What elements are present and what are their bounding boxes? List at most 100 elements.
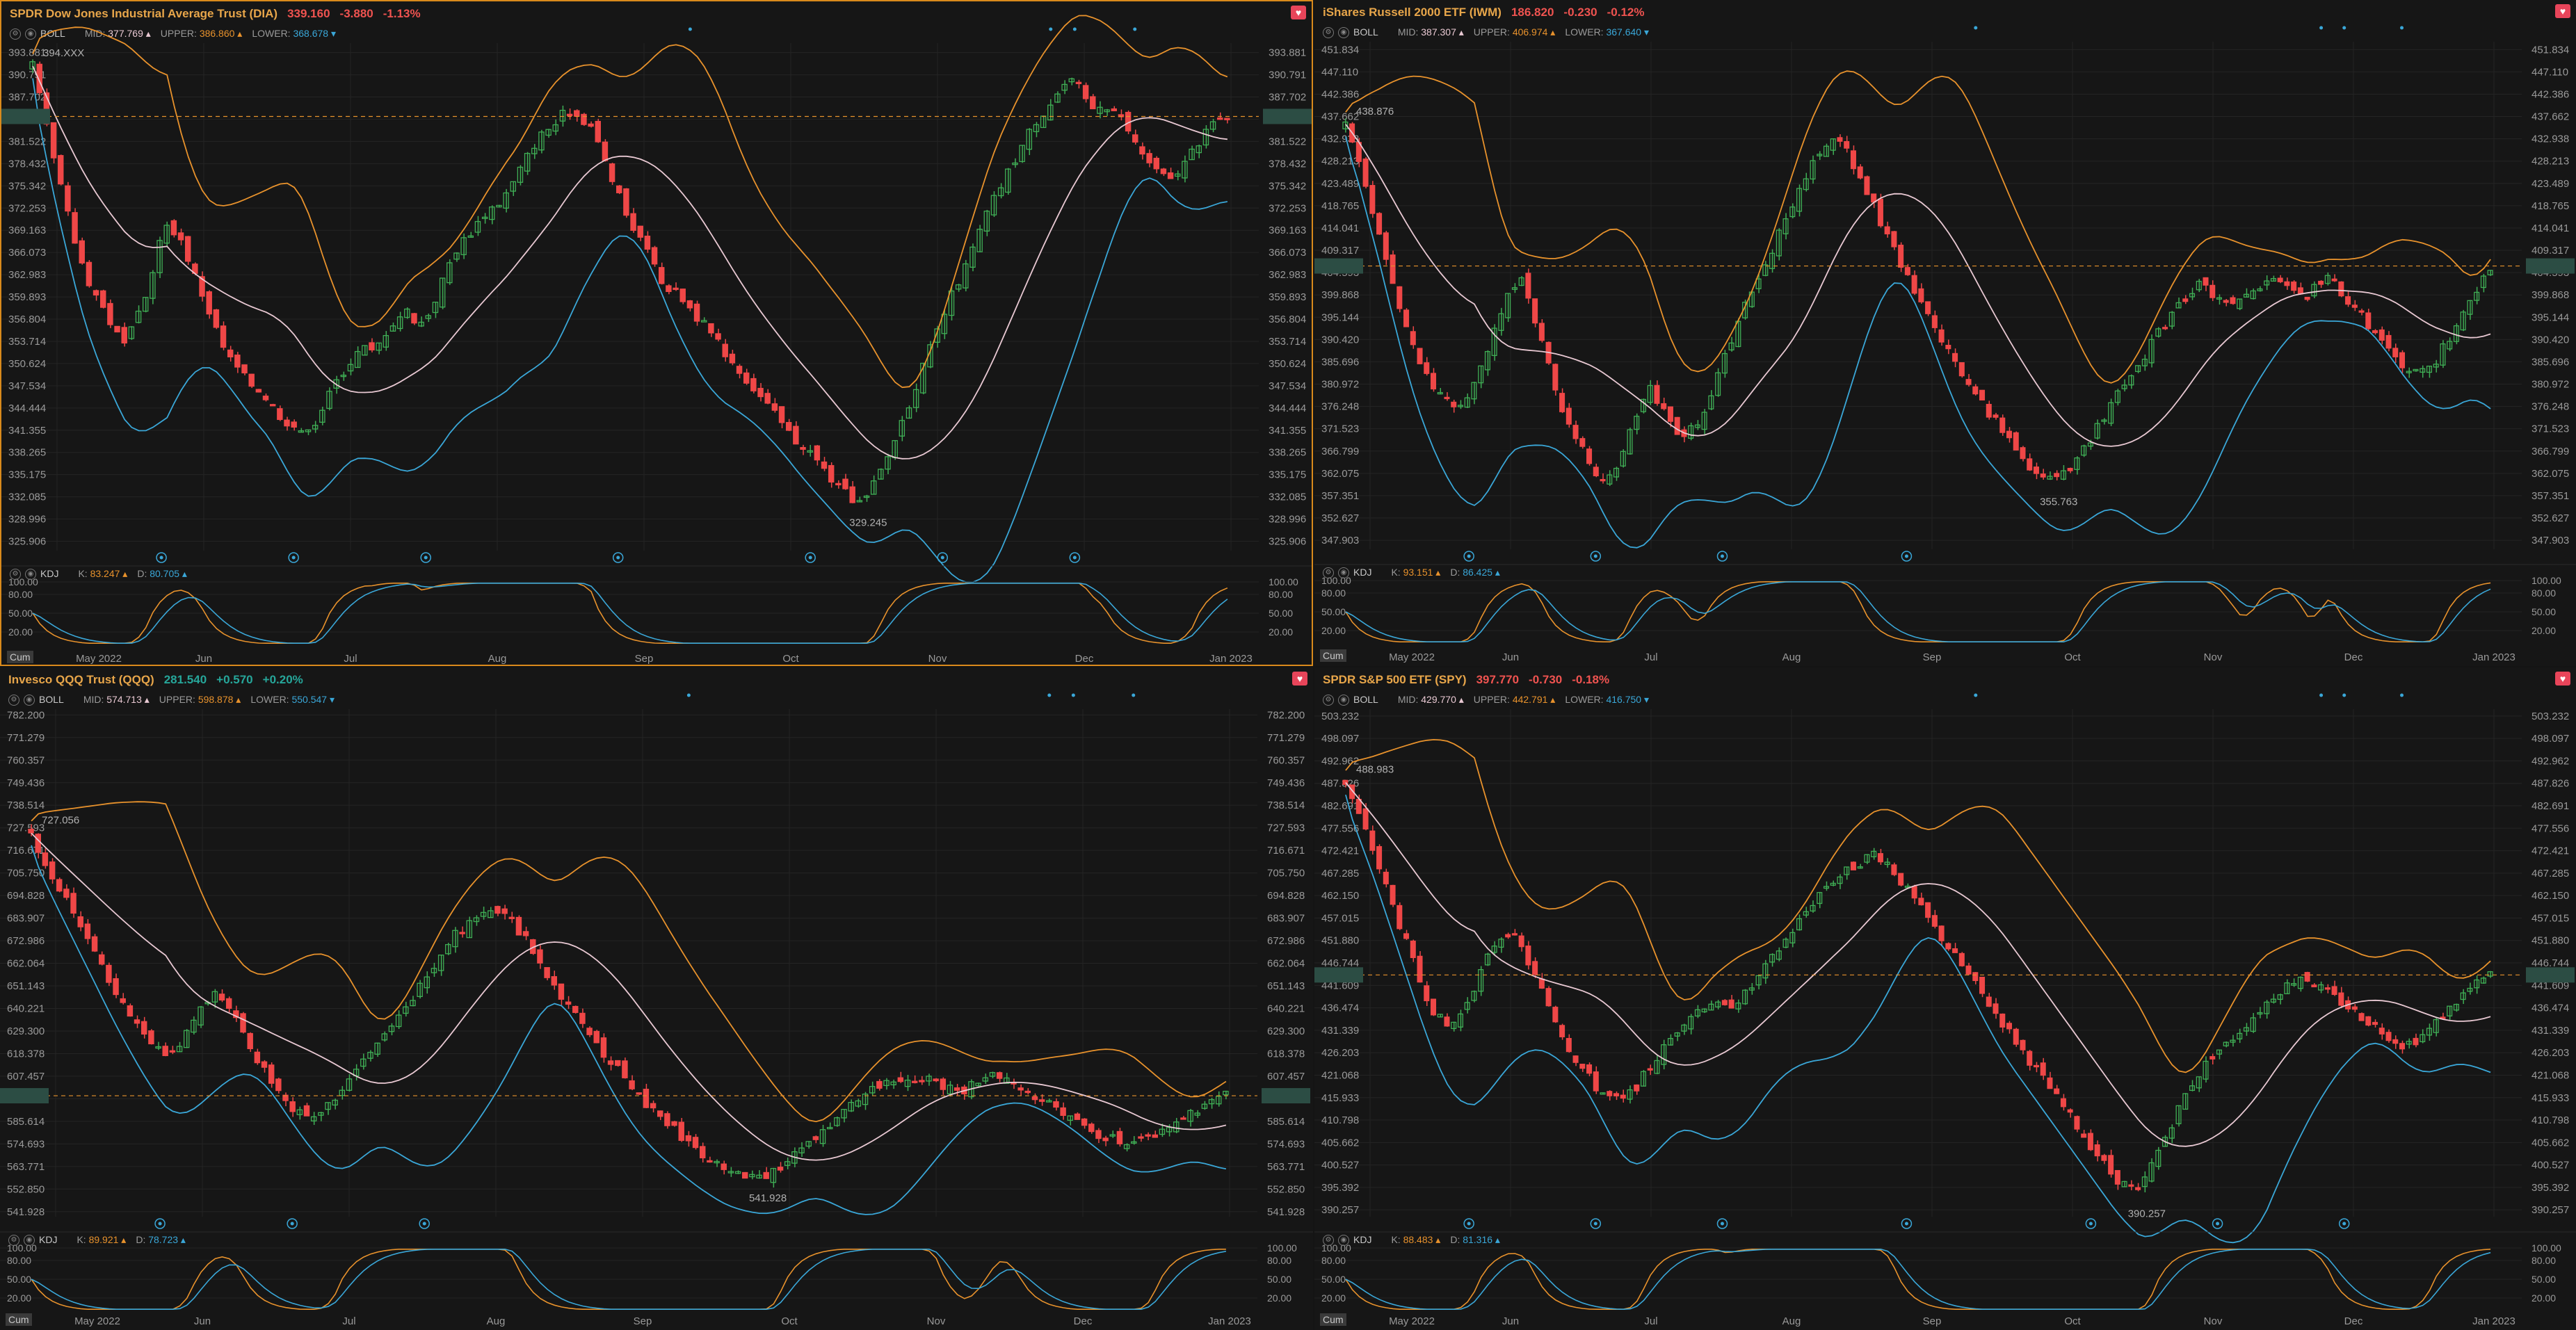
favorite-heart-icon[interactable]: ♥ (2555, 4, 2570, 18)
cum-toggle[interactable] (7, 651, 33, 663)
candle-body (1674, 416, 1680, 435)
candle-body (1999, 1013, 2006, 1028)
candle-body (339, 1089, 346, 1096)
settings-gear-icon[interactable]: ⚙ (1323, 1235, 1334, 1247)
cum-label: Cum (1323, 650, 1344, 661)
kdj-indicator-row[interactable]: ⚙ ◉ KDJ K: 89.921 ▴ D: 78.723 ▴ (8, 1234, 186, 1247)
event-marker-icon[interactable] (1716, 1218, 1728, 1229)
visibility-eye-icon[interactable]: ◉ (1338, 1235, 1349, 1247)
kdj-label: KDJ (39, 1234, 58, 1245)
cum-toggle[interactable] (6, 1313, 32, 1326)
y-tick-left: 618.378 (7, 1048, 45, 1060)
event-marker-icon[interactable] (1901, 551, 1913, 562)
candle-body (1478, 968, 1484, 992)
event-marker-icon[interactable] (2338, 1218, 2350, 1229)
chart-panel-qqq[interactable]: Invesco QQQ Trust (QQQ) 281.540 +0.570 +0.2… (0, 667, 1313, 1330)
candle-body (1938, 329, 1945, 343)
kdj-indicator-row[interactable]: ⚙ ◉ KDJ K: 93.151 ▴ D: 86.425 ▴ (1323, 567, 1500, 579)
event-marker-icon[interactable] (419, 1218, 430, 1229)
y-tick-right: 344.444 (1269, 403, 1306, 414)
event-marker-icon[interactable] (1590, 551, 1602, 562)
event-marker-icon[interactable] (288, 552, 299, 563)
candle-body (1837, 137, 1843, 142)
kdj-tick-left: 50.00 (7, 1274, 31, 1285)
settings-gear-icon[interactable]: ⚙ (1323, 567, 1334, 579)
y-tick-left: 409.317 (1321, 245, 1359, 257)
y-tick-right: 381.522 (1269, 136, 1306, 147)
event-marker-icon[interactable] (1590, 1218, 1602, 1229)
settings-gear-icon[interactable]: ⚙ (1323, 27, 1334, 39)
event-marker-icon[interactable] (1716, 551, 1728, 562)
settings-gear-icon[interactable]: ⚙ (10, 569, 21, 581)
candle-body (150, 272, 156, 299)
boll-indicator-row[interactable]: ⚙ ◉ BOLL MID: 387.307 ▴ UPPER: 406.974 ▴ LOWE… (1323, 26, 1649, 39)
price-chart-svg[interactable]: 451.834 451.834 447.110 447.110 442.386 442.3… (1314, 0, 2576, 666)
event-marker-icon[interactable] (1069, 552, 1081, 563)
x-month-label: Jun (194, 1315, 211, 1327)
price-change: +0.570 (216, 673, 253, 686)
settings-gear-icon[interactable]: ⚙ (10, 29, 21, 40)
candle-body (1538, 323, 1545, 341)
favorite-heart-icon[interactable]: ♥ (1291, 6, 1306, 19)
chart-panel-spy[interactable]: SPDR S&P 500 ETF (SPY) 397.770 -0.730 -0.18… (1314, 667, 2576, 1330)
candle-body (2155, 1149, 2162, 1167)
candle-body (473, 917, 480, 923)
event-marker-icon[interactable] (1463, 551, 1474, 562)
event-marker-icon[interactable] (1463, 1218, 1474, 1229)
event-marker-icon[interactable] (156, 552, 167, 563)
candle-body (828, 464, 835, 482)
y-tick-right: 359.893 (1269, 291, 1306, 303)
y-tick-left: 640.221 (7, 1003, 45, 1015)
boll-indicator-row[interactable]: ⚙ ◉ BOLL MID: 429.770 ▴ UPPER: 442.791 ▴ LOWE… (1323, 694, 1649, 706)
kdj-d-key: D: (1450, 1234, 1460, 1245)
event-marker-icon[interactable] (1901, 1218, 1913, 1229)
cum-toggle[interactable] (1320, 1313, 1346, 1326)
candle-body (291, 421, 297, 428)
settings-gear-icon[interactable]: ⚙ (1323, 695, 1334, 706)
visibility-eye-icon[interactable]: ◉ (24, 695, 35, 706)
settings-gear-icon[interactable]: ⚙ (8, 695, 19, 706)
settings-gear-icon[interactable]: ⚙ (8, 1235, 19, 1247)
event-marker-icon[interactable] (612, 552, 624, 563)
candle-body (2128, 1184, 2134, 1187)
event-marker-icon[interactable] (2085, 1218, 2097, 1229)
candle-body (2426, 365, 2432, 373)
price-chart-svg[interactable]: 503.232 503.232 498.097 498.097 492.962 492.9… (1314, 667, 2576, 1330)
visibility-eye-icon[interactable]: ◉ (25, 29, 36, 40)
candle-body (170, 220, 177, 236)
visibility-eye-icon[interactable]: ◉ (25, 569, 36, 581)
symbol-name: Invesco QQQ Trust (QQQ) (8, 673, 154, 686)
visibility-eye-icon[interactable]: ◉ (1338, 695, 1349, 706)
visibility-eye-icon[interactable]: ◉ (1338, 567, 1349, 579)
kdj-tick-right: 80.00 (2531, 587, 2556, 599)
kdj-label: KDJ (1353, 567, 1372, 578)
favorite-heart-icon[interactable]: ♥ (1292, 672, 1307, 686)
kdj-indicator-row[interactable]: ⚙ ◉ KDJ K: 88.483 ▴ D: 81.316 ▴ (1323, 1234, 1500, 1247)
price-chart-svg[interactable]: 782.200 782.200 771.279 771.279 760.357 760.3… (0, 667, 1313, 1330)
boll-upper-key: UPPER: (1473, 26, 1510, 38)
candle-body (446, 262, 453, 284)
y-tick-left: 771.279 (7, 732, 45, 744)
event-marker-icon[interactable] (154, 1218, 166, 1229)
cum-toggle[interactable] (1320, 649, 1346, 662)
candle-body (1457, 405, 1463, 407)
event-marker-icon[interactable] (420, 552, 431, 563)
candle-body (2284, 281, 2290, 286)
chart-panel-dia[interactable]: SPDR Dow Jones Industrial Average Trust … (0, 0, 1313, 666)
candle-body (445, 943, 451, 955)
candle-body (1216, 1096, 1222, 1105)
kdj-indicator-row[interactable]: ⚙ ◉ KDJ K: 83.247 ▴ D: 80.705 ▴ (10, 568, 187, 581)
y-tick-right: 437.662 (2531, 111, 2569, 123)
event-marker-icon[interactable] (2212, 1218, 2223, 1229)
boll-indicator-row[interactable]: ⚙ ◉ BOLL MID: 574.713 ▴ UPPER: 598.878 ▴ LOWE… (8, 694, 335, 706)
favorite-heart-icon[interactable]: ♥ (2555, 672, 2570, 686)
chart-panel-iwm[interactable]: iShares Russell 2000 ETF (IWM) 186.820 -0.… (1314, 0, 2576, 666)
candle-body (255, 389, 262, 393)
visibility-eye-icon[interactable]: ◉ (24, 1235, 35, 1247)
event-marker-icon[interactable] (937, 552, 949, 563)
event-marker-icon[interactable] (287, 1218, 298, 1229)
event-marker-icon[interactable] (805, 552, 816, 563)
boll-indicator-row[interactable]: ⚙ ◉ BOLL MID: 377.769 ▴ UPPER: 386.860 ▴ LOWE… (10, 28, 336, 40)
visibility-eye-icon[interactable]: ◉ (1338, 27, 1349, 39)
